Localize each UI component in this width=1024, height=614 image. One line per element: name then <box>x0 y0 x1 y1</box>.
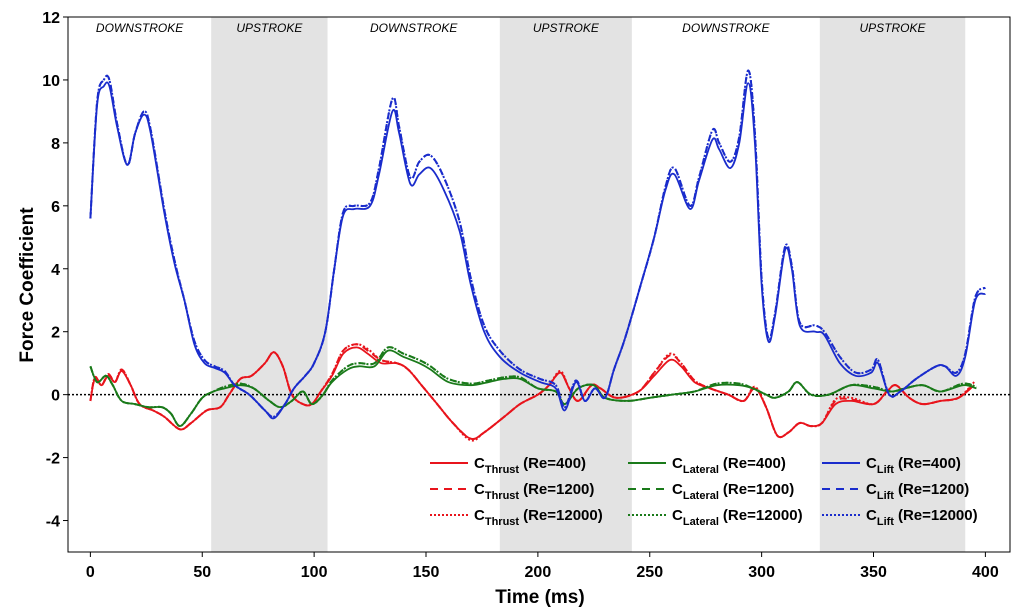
x-tick-label: 400 <box>972 564 999 581</box>
legend-label: CLateral (Re=12000) <box>672 507 803 528</box>
phase-label: DOWNSTROKE <box>96 21 184 35</box>
legend-subscript: Thrust <box>485 490 520 502</box>
legend-subscript: Lateral <box>683 516 719 528</box>
y-tick-label: 0 <box>51 388 60 405</box>
y-tick-label: 4 <box>51 262 60 279</box>
y-axis-ticks: -4 -2 0 2 4 6 8 10 12 <box>42 10 68 531</box>
x-tick-label: 0 <box>86 564 95 581</box>
phase-label: UPSTROKE <box>533 21 600 35</box>
legend-reynolds: (Re=400) <box>523 455 586 472</box>
phase-shade <box>211 17 328 552</box>
legend-entry: CThrust (Re=1200) <box>430 481 594 502</box>
legend-base: C <box>474 507 485 524</box>
legend-base: C <box>866 481 877 498</box>
plot-frame <box>67 16 1011 553</box>
legend-subscript: Lateral <box>683 490 719 502</box>
legend-subscript: Lift <box>877 464 894 476</box>
legend-entry: CLift (Re=400) <box>822 455 961 476</box>
legend-reynolds: (Re=400) <box>723 455 786 472</box>
phase-label: UPSTROKE <box>236 21 303 35</box>
legend-label: CLift (Re=400) <box>866 455 961 476</box>
legend-base: C <box>866 455 877 472</box>
legend-entry: CThrust (Re=12000) <box>430 507 603 528</box>
series-line-lift-solid <box>89 81 986 420</box>
legend-base: C <box>672 507 683 524</box>
series-lines <box>89 69 987 442</box>
legend-subscript: Thrust <box>485 516 520 528</box>
x-axis-label: Time (ms) <box>495 587 584 608</box>
legend-entry: CLateral (Re=12000) <box>628 507 803 528</box>
y-axis-label: Force Coefficient <box>17 207 38 363</box>
phase-shading <box>211 17 966 552</box>
legend-entry: CLateral (Re=400) <box>628 455 786 476</box>
legend-entry: CLift (Re=12000) <box>822 507 978 528</box>
legend-base: C <box>474 481 485 498</box>
legend-reynolds: (Re=1200) <box>723 481 794 498</box>
y-tick-label: 6 <box>51 199 60 216</box>
legend: CThrust (Re=400)CThrust (Re=1200)CThrust (R… <box>430 455 978 528</box>
x-axis-ticks: 0 50 100 150 200 250 300 350 400 <box>86 552 999 581</box>
legend-base: C <box>866 507 877 524</box>
legend-entry: CThrust (Re=400) <box>430 455 586 476</box>
series-line-lateral-dotted <box>89 346 977 428</box>
x-tick-label: 150 <box>413 564 440 581</box>
phase-label: DOWNSTROKE <box>682 21 770 35</box>
legend-subscript: Thrust <box>485 464 520 476</box>
legend-entry: CLift (Re=1200) <box>822 481 969 502</box>
legend-reynolds: (Re=12000) <box>898 507 978 524</box>
phase-label: UPSTROKE <box>860 21 927 35</box>
x-tick-label: 100 <box>301 564 328 581</box>
legend-label: CThrust (Re=400) <box>474 455 586 476</box>
y-tick-label: 8 <box>51 136 60 153</box>
legend-reynolds: (Re=1200) <box>898 481 969 498</box>
y-tick-label: -2 <box>46 451 60 468</box>
x-tick-label: 250 <box>636 564 663 581</box>
legend-subscript: Lift <box>877 516 894 528</box>
legend-reynolds: (Re=12000) <box>523 507 603 524</box>
phase-shade <box>499 17 632 552</box>
legend-subscript: Lateral <box>683 464 719 476</box>
legend-reynolds: (Re=12000) <box>723 507 803 524</box>
legend-label: CLateral (Re=400) <box>672 455 786 476</box>
legend-entry: CLateral (Re=1200) <box>628 481 794 502</box>
x-tick-label: 50 <box>193 564 211 581</box>
legend-reynolds: (Re=400) <box>898 455 961 472</box>
legend-reynolds: (Re=1200) <box>523 481 594 498</box>
legend-label: CLateral (Re=1200) <box>672 481 794 502</box>
legend-label: CThrust (Re=12000) <box>474 507 603 528</box>
y-tick-label: 2 <box>51 325 60 342</box>
legend-base: C <box>672 455 683 472</box>
series-line-thrust-dotted <box>89 343 975 442</box>
phase-label: DOWNSTROKE <box>370 21 458 35</box>
x-tick-label: 350 <box>860 564 887 581</box>
legend-label: CLift (Re=12000) <box>866 507 978 528</box>
legend-base: C <box>672 481 683 498</box>
legend-label: CThrust (Re=1200) <box>474 481 594 502</box>
y-tick-label: 10 <box>42 73 60 90</box>
x-tick-label: 200 <box>525 564 552 581</box>
legend-label: CLift (Re=1200) <box>866 481 969 502</box>
y-tick-label: 12 <box>42 10 60 27</box>
phase-labels: DOWNSTROKE UPSTROKE DOWNSTROKE UPSTROKE DOWN… <box>96 21 927 35</box>
series-line-lift-dotted <box>89 69 987 418</box>
series-line-lift-dashed <box>89 69 987 418</box>
legend-subscript: Lift <box>877 490 894 502</box>
x-tick-label: 300 <box>748 564 775 581</box>
series-line-thrust-dashed <box>89 343 975 441</box>
y-tick-label: -4 <box>46 514 60 531</box>
legend-base: C <box>474 455 485 472</box>
